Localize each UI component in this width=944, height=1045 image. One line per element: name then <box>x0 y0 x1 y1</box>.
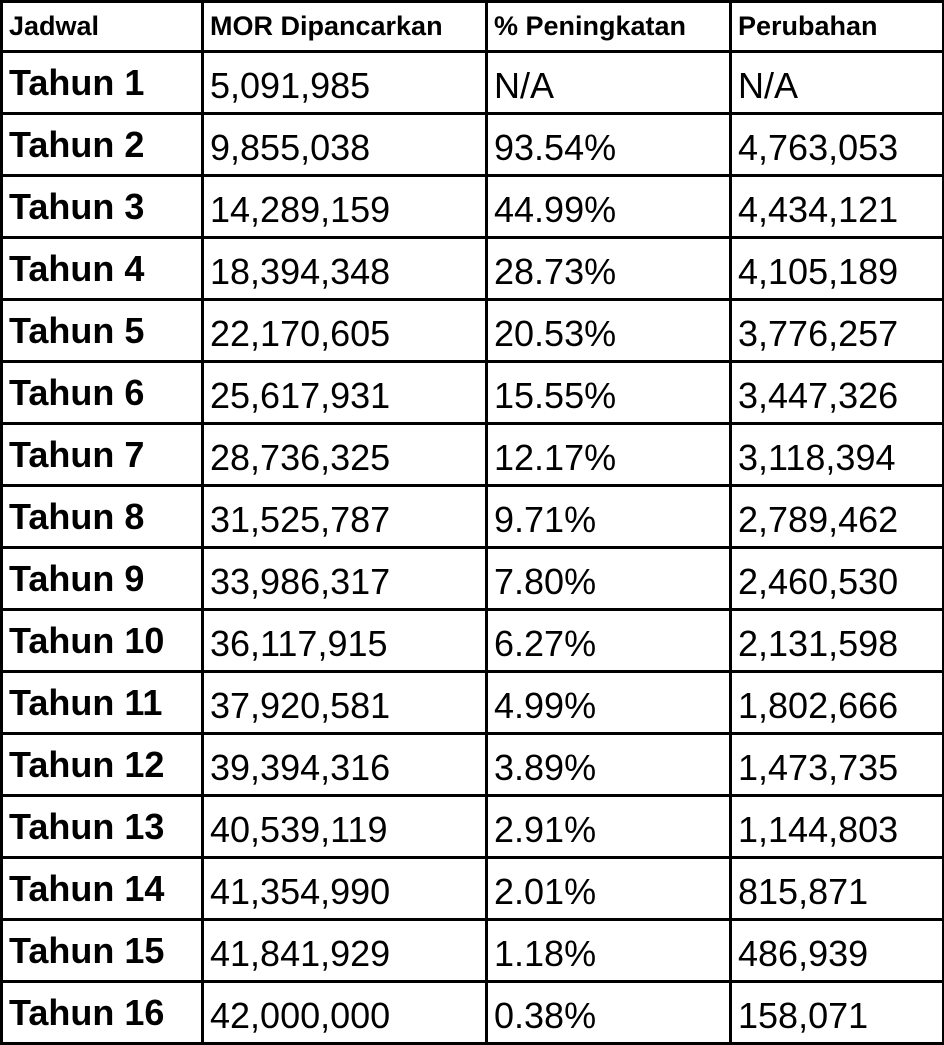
table-row: Tahun 9 33,986,317 7.80% 2,460,530 <box>0 546 944 611</box>
perubahan-cell: 1,144,803 <box>729 794 944 859</box>
mor-dipancarkan-cell: 36,117,915 <box>201 608 488 673</box>
peningkatan-cell: 20.53% <box>485 298 732 363</box>
row-label: Tahun 12 <box>0 732 204 797</box>
peningkatan-cell: 6.27% <box>485 608 732 673</box>
peningkatan-cell: 3.89% <box>485 732 732 797</box>
perubahan-cell: N/A <box>729 50 944 115</box>
peningkatan-cell: N/A <box>485 50 732 115</box>
table-row: Tahun 15 41,841,929 1.18% 486,939 <box>0 918 944 983</box>
perubahan-cell: 1,802,666 <box>729 670 944 735</box>
table-row: Tahun 1 5,091,985 N/A N/A <box>0 50 944 115</box>
table-row: Tahun 11 37,920,581 4.99% 1,802,666 <box>0 670 944 735</box>
mor-dipancarkan-cell: 40,539,119 <box>201 794 488 859</box>
perubahan-cell: 486,939 <box>729 918 944 983</box>
peningkatan-cell: 2.91% <box>485 794 732 859</box>
peningkatan-cell: 7.80% <box>485 546 732 611</box>
peningkatan-cell: 9.71% <box>485 484 732 549</box>
mor-dipancarkan-cell: 22,170,605 <box>201 298 488 363</box>
table-row: Tahun 6 25,617,931 15.55% 3,447,326 <box>0 360 944 425</box>
mor-dipancarkan-cell: 37,920,581 <box>201 670 488 735</box>
mor-dipancarkan-cell: 31,525,787 <box>201 484 488 549</box>
mor-dipancarkan-cell: 9,855,038 <box>201 112 488 177</box>
perubahan-cell: 2,131,598 <box>729 608 944 673</box>
table-row: Tahun 5 22,170,605 20.53% 3,776,257 <box>0 298 944 363</box>
perubahan-cell: 3,776,257 <box>729 298 944 363</box>
mor-dipancarkan-cell: 28,736,325 <box>201 422 488 487</box>
mor-dipancarkan-cell: 42,000,000 <box>201 980 488 1045</box>
peningkatan-cell: 44.99% <box>485 174 732 239</box>
mor-dipancarkan-cell: 41,354,990 <box>201 856 488 921</box>
perubahan-cell: 815,871 <box>729 856 944 921</box>
peningkatan-cell: 15.55% <box>485 360 732 425</box>
mor-dipancarkan-cell: 33,986,317 <box>201 546 488 611</box>
row-label: Tahun 4 <box>0 236 204 301</box>
row-label: Tahun 6 <box>0 360 204 425</box>
peningkatan-cell: 12.17% <box>485 422 732 487</box>
perubahan-cell: 158,071 <box>729 980 944 1045</box>
perubahan-cell: 4,105,189 <box>729 236 944 301</box>
table-row: Tahun 13 40,539,119 2.91% 1,144,803 <box>0 794 944 859</box>
table-header-row: Jadwal MOR Dipancarkan % Peningkatan Per… <box>0 0 944 53</box>
perubahan-cell: 4,763,053 <box>729 112 944 177</box>
peningkatan-cell: 28.73% <box>485 236 732 301</box>
row-label: Tahun 11 <box>0 670 204 735</box>
peningkatan-cell: 2.01% <box>485 856 732 921</box>
table-row: Tahun 4 18,394,348 28.73% 4,105,189 <box>0 236 944 301</box>
row-label: Tahun 16 <box>0 980 204 1045</box>
header-jadwal: Jadwal <box>0 0 204 53</box>
table-row: Tahun 2 9,855,038 93.54% 4,763,053 <box>0 112 944 177</box>
mor-dipancarkan-cell: 18,394,348 <box>201 236 488 301</box>
row-label: Tahun 9 <box>0 546 204 611</box>
table-row: Tahun 8 31,525,787 9.71% 2,789,462 <box>0 484 944 549</box>
table-row: Tahun 12 39,394,316 3.89% 1,473,735 <box>0 732 944 797</box>
mor-dipancarkan-cell: 25,617,931 <box>201 360 488 425</box>
header-peningkatan: % Peningkatan <box>485 0 732 53</box>
peningkatan-cell: 1.18% <box>485 918 732 983</box>
mor-dipancarkan-cell: 39,394,316 <box>201 732 488 797</box>
row-label: Tahun 10 <box>0 608 204 673</box>
table-row: Tahun 3 14,289,159 44.99% 4,434,121 <box>0 174 944 239</box>
peningkatan-cell: 93.54% <box>485 112 732 177</box>
row-label: Tahun 3 <box>0 174 204 239</box>
row-label: Tahun 2 <box>0 112 204 177</box>
row-label: Tahun 14 <box>0 856 204 921</box>
perubahan-cell: 3,447,326 <box>729 360 944 425</box>
peningkatan-cell: 4.99% <box>485 670 732 735</box>
header-mor-dipancarkan: MOR Dipancarkan <box>201 0 488 53</box>
mor-dipancarkan-cell: 41,841,929 <box>201 918 488 983</box>
peningkatan-cell: 0.38% <box>485 980 732 1045</box>
perubahan-cell: 4,434,121 <box>729 174 944 239</box>
header-perubahan: Perubahan <box>729 0 944 53</box>
row-label: Tahun 7 <box>0 422 204 487</box>
perubahan-cell: 3,118,394 <box>729 422 944 487</box>
perubahan-cell: 2,789,462 <box>729 484 944 549</box>
row-label: Tahun 8 <box>0 484 204 549</box>
table-row: Tahun 7 28,736,325 12.17% 3,118,394 <box>0 422 944 487</box>
perubahan-cell: 2,460,530 <box>729 546 944 611</box>
perubahan-cell: 1,473,735 <box>729 732 944 797</box>
row-label: Tahun 13 <box>0 794 204 859</box>
mor-dipancarkan-cell: 14,289,159 <box>201 174 488 239</box>
table-row: Tahun 14 41,354,990 2.01% 815,871 <box>0 856 944 921</box>
table-row: Tahun 16 42,000,000 0.38% 158,071 <box>0 980 944 1045</box>
row-label: Tahun 15 <box>0 918 204 983</box>
row-label: Tahun 5 <box>0 298 204 363</box>
mor-dipancarkan-cell: 5,091,985 <box>201 50 488 115</box>
row-label: Tahun 1 <box>0 50 204 115</box>
table-row: Tahun 10 36,117,915 6.27% 2,131,598 <box>0 608 944 673</box>
